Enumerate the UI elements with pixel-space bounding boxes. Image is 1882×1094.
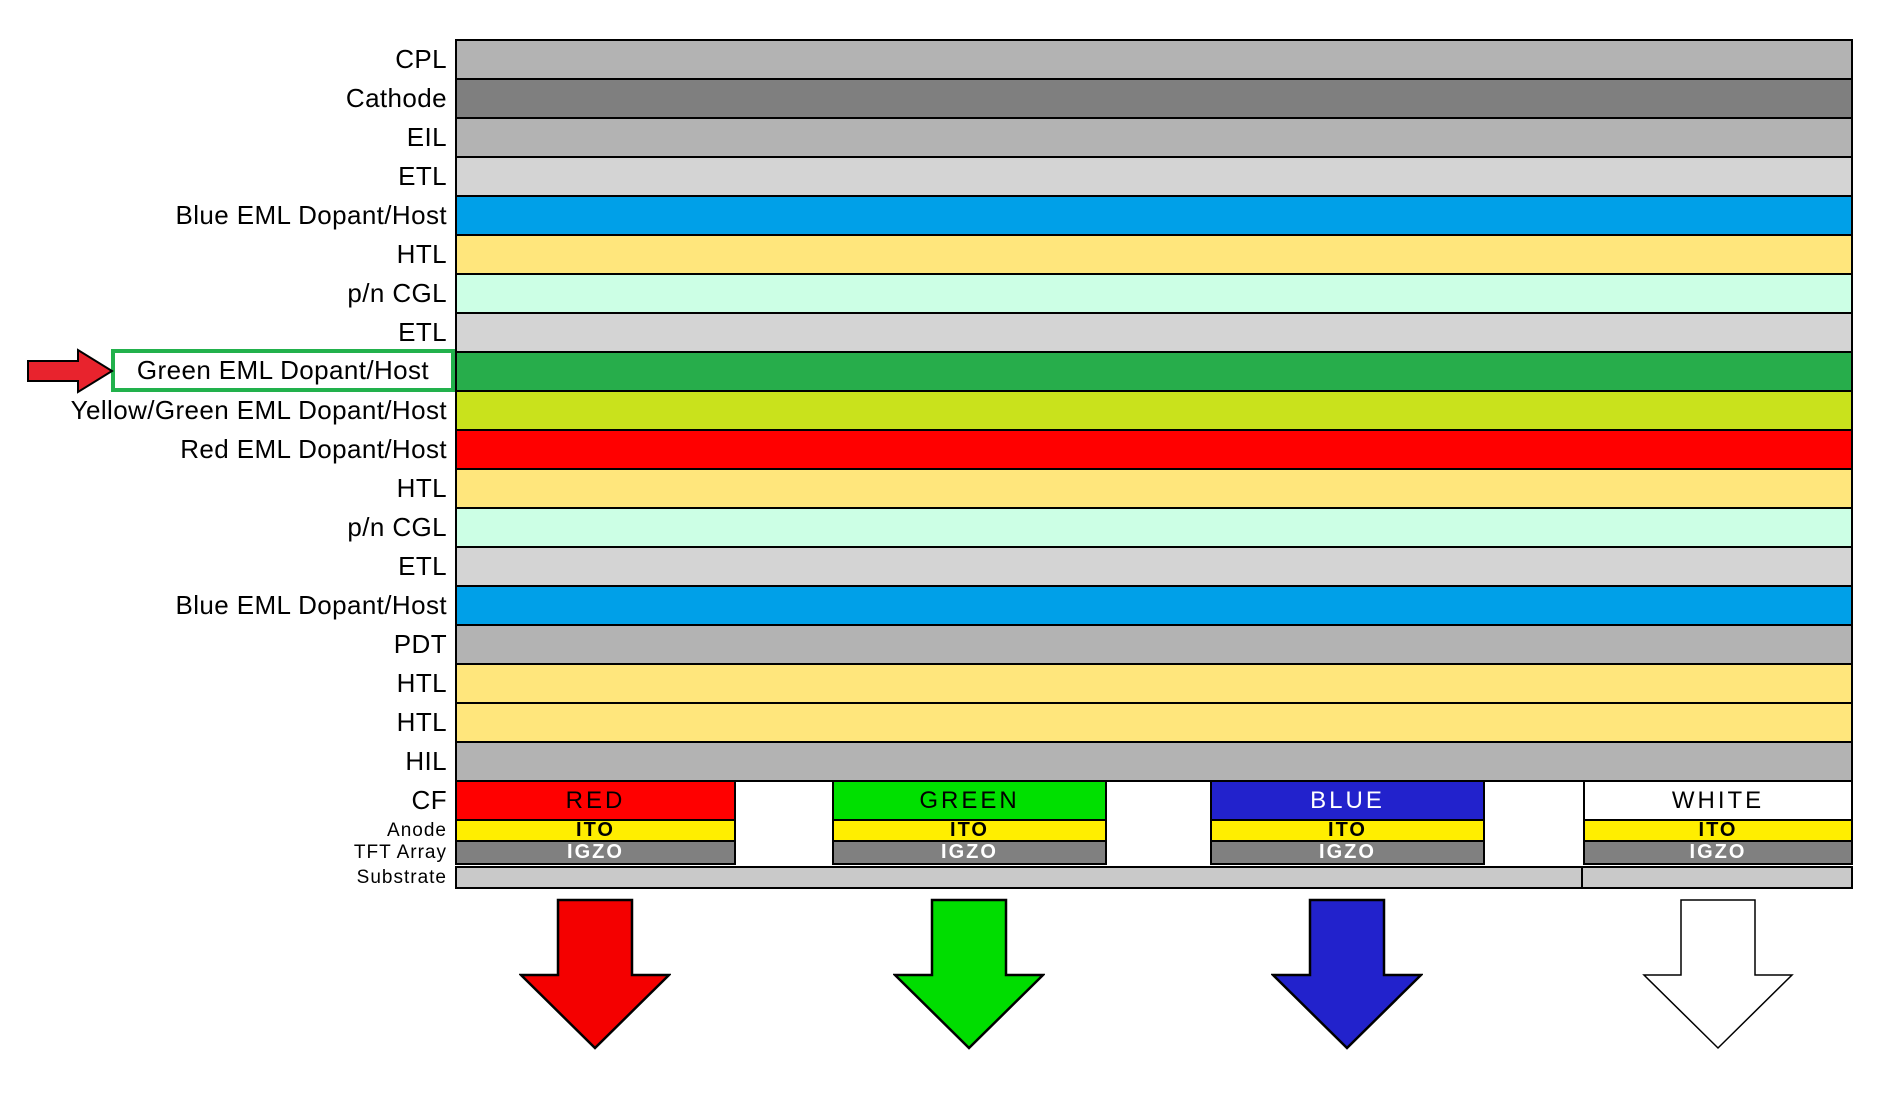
layer-label-eil: EIL	[406, 122, 447, 152]
label-substrate: Substrate	[356, 867, 447, 888]
layer-bar-htl	[455, 234, 1853, 275]
layer-bar-hil	[455, 741, 1853, 782]
layer-bar-cpl	[455, 39, 1853, 80]
highlight-pointer-arrow-icon	[26, 348, 114, 399]
layer-label-htl: HTL	[396, 239, 447, 269]
layer-bar-htl	[455, 702, 1853, 743]
layer-bar-blue-eml-dopant-host	[455, 195, 1853, 236]
layer-label-etl: ETL	[398, 317, 447, 347]
tft-igzo-red: IGZO	[455, 840, 736, 865]
layer-bar-etl	[455, 156, 1853, 197]
red-emission-arrow-icon	[517, 898, 673, 1055]
substrate-layer	[455, 866, 1853, 889]
color-filter-white: WHITE	[1583, 780, 1853, 821]
layer-bar-p-n-cgl	[455, 507, 1853, 548]
layer-label-htl: HTL	[396, 473, 447, 503]
tft-igzo-blue: IGZO	[1210, 840, 1485, 865]
layer-label-pdt: PDT	[393, 629, 447, 659]
layer-label-red-eml-dopant-host: Red EML Dopant/Host	[180, 434, 447, 464]
layer-label-etl: ETL	[398, 551, 447, 581]
layer-label-cathode: Cathode	[345, 83, 447, 113]
layer-label-htl: HTL	[396, 668, 447, 698]
anode-ito-blue: ITO	[1210, 819, 1485, 842]
green-emission-arrow-icon	[891, 898, 1047, 1055]
color-filter-blue: BLUE	[1210, 780, 1485, 821]
white-emission-arrow-icon	[1642, 898, 1794, 1055]
layer-label-blue-eml-dopant-host: Blue EML Dopant/Host	[175, 590, 447, 620]
layer-bar-etl	[455, 312, 1853, 353]
label-anode: Anode	[387, 820, 447, 841]
layer-label-p-n-cgl: p/n CGL	[347, 512, 447, 542]
layer-bar-green-eml-dopant-host	[455, 351, 1853, 392]
layer-bar-htl	[455, 468, 1853, 509]
layer-bar-red-eml-dopant-host	[455, 429, 1853, 470]
layer-bar-etl	[455, 546, 1853, 587]
layer-label-cpl: CPL	[395, 44, 447, 74]
anode-ito-green: ITO	[832, 819, 1107, 842]
layer-label-etl: ETL	[398, 161, 447, 191]
label-tft-array: TFT Array	[353, 842, 447, 863]
layer-label-htl: HTL	[396, 707, 447, 737]
tft-igzo-white: IGZO	[1583, 840, 1853, 865]
layer-bar-cathode	[455, 78, 1853, 119]
layer-label-p-n-cgl: p/n CGL	[347, 278, 447, 308]
highlight-box: Green EML Dopant/Host	[111, 349, 455, 392]
label-cf: CF	[411, 785, 447, 815]
layer-bar-eil	[455, 117, 1853, 158]
anode-ito-red: ITO	[455, 819, 736, 842]
tft-igzo-green: IGZO	[832, 840, 1107, 865]
color-filter-green: GREEN	[832, 780, 1107, 821]
substrate-divider-line	[1581, 866, 1583, 889]
layer-bar-pdt	[455, 624, 1853, 665]
blue-emission-arrow-icon	[1269, 898, 1425, 1055]
layer-bar-p-n-cgl	[455, 273, 1853, 314]
layer-label-blue-eml-dopant-host: Blue EML Dopant/Host	[175, 200, 447, 230]
layer-label-hil: HIL	[405, 746, 447, 776]
color-filter-red: RED	[455, 780, 736, 821]
layer-label-yellow-green-eml-dopant-host: Yellow/Green EML Dopant/Host	[70, 395, 447, 425]
layer-bar-yellow-green-eml-dopant-host	[455, 390, 1853, 431]
layer-bar-blue-eml-dopant-host	[455, 585, 1853, 626]
layer-bar-htl	[455, 663, 1853, 704]
anode-ito-white: ITO	[1583, 819, 1853, 842]
